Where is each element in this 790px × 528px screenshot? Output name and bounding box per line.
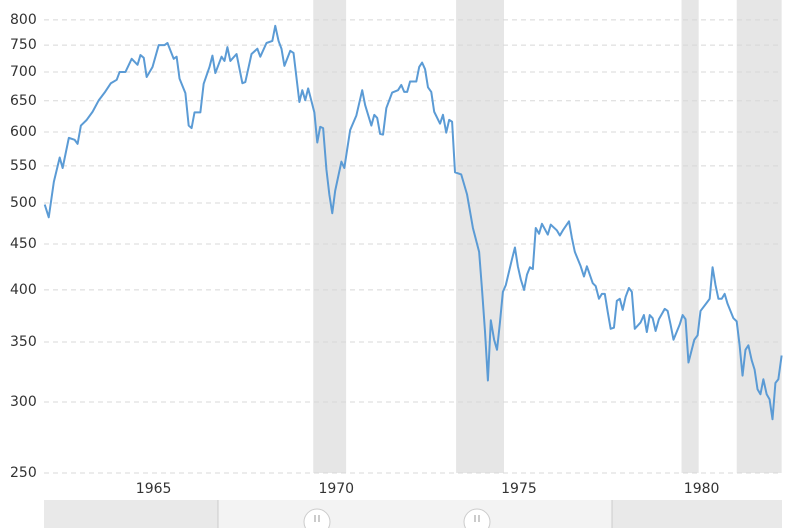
navigator-handle[interactable] — [463, 508, 491, 528]
y-tick-label: 400 — [10, 282, 37, 298]
handle-grip — [314, 515, 480, 522]
y-tick-label: 450 — [10, 236, 37, 252]
recession-band — [313, 0, 347, 473]
line — [43, 24, 783, 421]
grid — [44, 19, 782, 474]
y-tick-label: 600 — [10, 124, 37, 140]
y-tick-label: 800 — [10, 12, 37, 28]
y-tick-label: 650 — [10, 93, 37, 109]
navigator-handle[interactable] — [303, 508, 331, 528]
plot — [43, 24, 783, 421]
x-tick-label: 1965 — [136, 481, 172, 497]
y-tick-label: 350 — [10, 334, 37, 350]
y-tick-label: 700 — [10, 64, 37, 80]
y-tick-label: 300 — [10, 394, 37, 410]
navigator — [44, 500, 782, 528]
y-tick-label: 750 — [10, 37, 37, 53]
x-tick-label: 1980 — [684, 481, 720, 497]
recession-band — [456, 0, 504, 473]
navigator-window[interactable] — [218, 500, 612, 528]
x-tick-label: 1970 — [318, 481, 354, 497]
recession-band — [681, 0, 699, 473]
x-tick-label: 1975 — [501, 481, 537, 497]
y-tick-label: 550 — [10, 158, 37, 174]
y-tick-label: 250 — [10, 465, 37, 481]
recession-bands — [313, 0, 782, 473]
y-tick-label: 500 — [10, 195, 37, 211]
